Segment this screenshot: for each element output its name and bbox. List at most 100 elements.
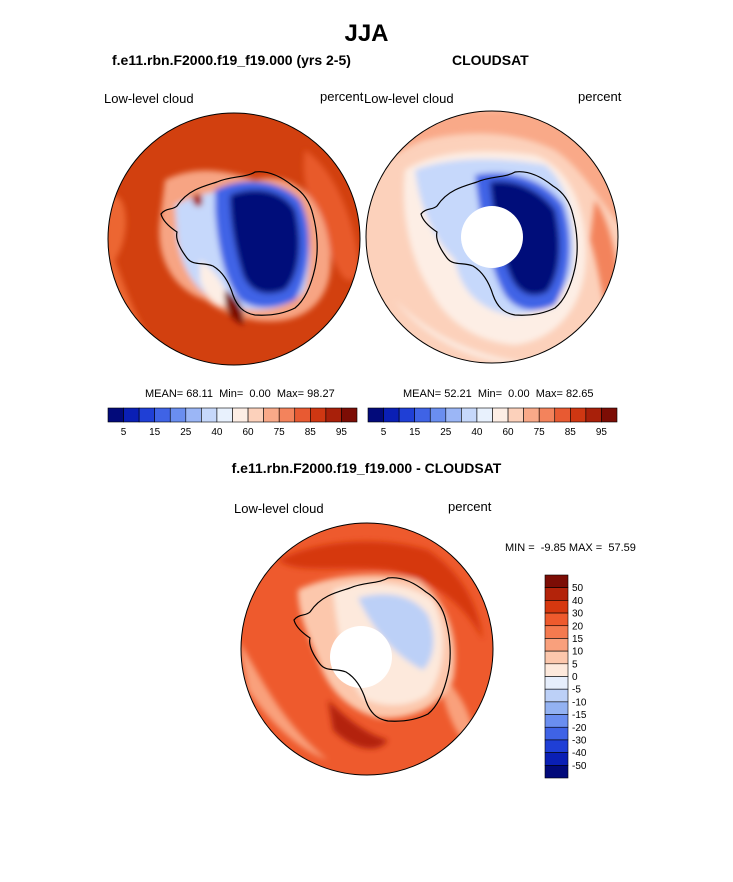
colorbar1-color-box [278,407,296,423]
map3-region [358,594,434,670]
colorbar2-color-box [570,407,587,423]
map1-region [303,150,360,281]
colorbar3-color-box [544,688,569,703]
panel2-title: CLOUDSAT [452,52,529,68]
colorbar1-color-box [325,407,342,423]
colorbar2-color-box [367,407,384,423]
colorbar1-color-box [263,407,280,423]
colorbar3-tick-label: -30 [572,735,587,746]
panel3-stats: MIN = -9.85 MAX = 57.59 [505,542,636,554]
colorbar3-tick-label: 10 [572,647,584,658]
panel1-title: f.e11.rbn.F2000.f19_f19.000 (yrs 2-5) [112,52,351,68]
map-panel3 [240,522,494,776]
colorbar1-tick-label: 60 [243,427,255,438]
colorbar3-tick-label: 30 [572,609,584,620]
colorbar1-tick-label: 85 [305,427,317,438]
colorbar3-color-box [544,600,569,614]
colorbar2-color-box [601,407,618,423]
colorbar3-color-box [544,587,569,601]
colorbar3-tick-label: 50 [572,583,584,594]
map2-polar-gap [461,206,523,268]
map1-region [200,260,230,306]
colorbar2-color-box [461,407,478,423]
colorbar2-tick-label: 25 [440,427,452,438]
map3-outline [240,522,494,776]
colorbar2-color-box [429,407,447,423]
panel3-variable-label: Low-level cloud [234,501,324,516]
colorbar2-color-box [414,407,431,423]
colorbar3-color-box [544,752,569,766]
colorbar3-tick-label: -10 [572,697,587,708]
colorbar1-tick-label: 15 [149,427,161,438]
colorbar1-color-box [107,407,124,423]
panel3-units-label: percent [448,499,492,514]
colorbar1-tick-label: 40 [211,427,223,438]
colorbar1-tick-label: 25 [180,427,192,438]
colorbar2-color-box [538,407,556,423]
map2-region [366,111,618,230]
colorbar1-tick-label: 5 [121,427,127,438]
panel3-title: f.e11.rbn.F2000.f19_f19.000 - CLOUDSAT [231,460,502,476]
colorbar2-color-box [554,407,571,423]
map3-region [278,541,483,640]
colorbar3-tick-label: 40 [572,596,584,607]
colorbar3-color-box [544,663,569,677]
colorbar3-color-box [544,739,569,753]
colorbar2-tick-label: 60 [503,427,515,438]
map2-outline [365,110,619,364]
colorbar1-color-box [294,407,311,423]
colorbar1-color-box [310,407,327,423]
map3-polar-gap [330,626,392,688]
colorbar3-tick-label: -50 [572,761,587,772]
colorbar-panel2: 5 15 25 40 60 75 85 95 [367,407,618,438]
colorbar3-tick-label: -15 [572,710,587,721]
map2-region [490,181,560,296]
colorbar3-color-box [544,701,569,715]
colorbar1-color-box [232,407,249,423]
colorbar1-tick-label: 75 [274,427,286,438]
panel2-units-label: percent [578,89,622,104]
colorbar2-tick-label: 5 [381,427,387,438]
colorbar1-color-box [154,407,171,423]
panel1-stats: MEAN= 68.11 Min= 0.00 Max= 98.27 [145,388,335,400]
colorbar2-tick-label: 85 [565,427,577,438]
colorbar1-color-box [123,407,140,423]
map1-outline [107,112,361,366]
map3-coastline [293,577,451,722]
colorbar2-color-box [383,407,400,423]
colorbar2-color-box [523,407,540,423]
colorbar3-color-box [544,625,569,639]
colorbar1-color-box [169,407,187,423]
colorbar2-tick-label: 15 [409,427,421,438]
page-title: JJA [344,20,389,47]
colorbar1-color-box [247,407,264,423]
colorbar-panel1: 5 15 25 40 60 75 85 95 [107,407,358,438]
map3-region [241,640,328,760]
colorbar1-color-box [138,407,155,423]
colorbar3-color-box [544,612,569,627]
colorbar3-tick-label: 20 [572,621,584,632]
colorbar2-color-box [507,407,524,423]
panel2-variable-label: Low-level cloud [364,91,454,106]
colorbar1-tick-label: 95 [336,427,348,438]
map1-region [230,190,300,294]
colorbar3-color-box [544,765,569,779]
panel1-units-label: percent [320,89,364,104]
map2-coastline [420,171,578,316]
map1-region [192,193,203,207]
map2-region [395,300,545,363]
map-panel2 [365,110,619,364]
colorbar3-color-box [544,574,569,588]
map3-region [328,700,388,749]
map1-region [224,290,244,325]
colorbar2-color-box [445,407,462,423]
colorbar1-color-box [216,407,233,423]
colorbar3-color-box [544,726,569,741]
colorbar3-color-box [544,714,569,728]
colorbar3-tick-label: 0 [572,672,578,683]
colorbar3-tick-label: -40 [572,748,587,759]
panel1-variable-label: Low-level cloud [104,91,194,106]
map-panel1 [107,112,361,366]
colorbar3-tick-label: -20 [572,723,587,734]
